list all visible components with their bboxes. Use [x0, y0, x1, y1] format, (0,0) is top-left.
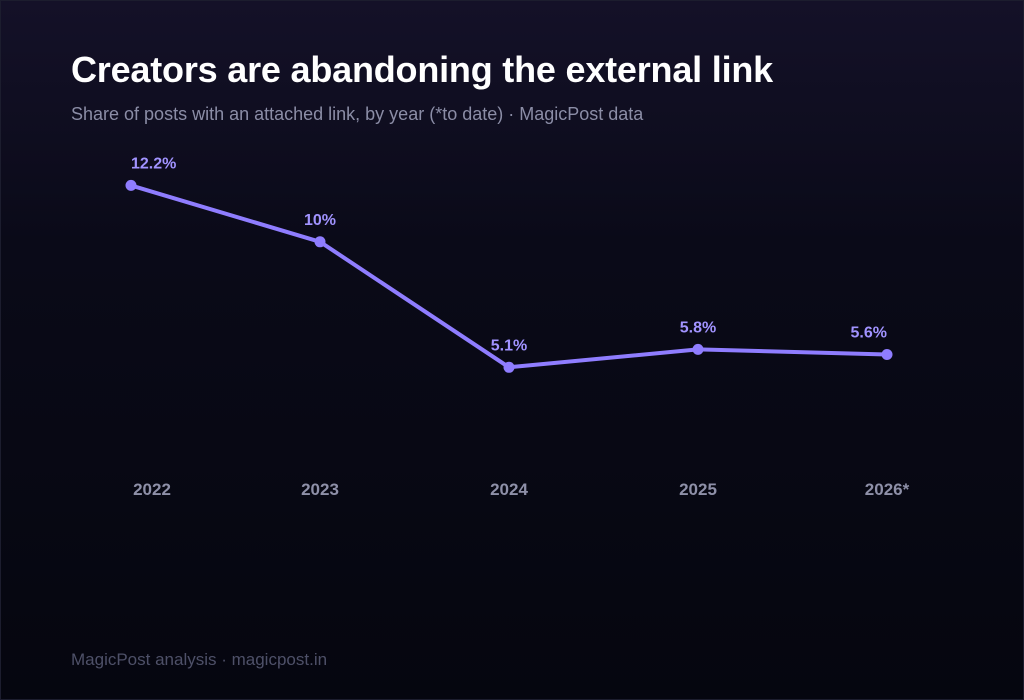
data-point: [503, 361, 515, 373]
data-point: [125, 179, 137, 191]
data-point: [692, 343, 704, 355]
x-tick-label: 2025: [679, 480, 717, 499]
data-label: 5.6%: [851, 325, 887, 342]
x-tick-label: 2023: [301, 480, 339, 499]
data-label: 5.1%: [491, 337, 527, 354]
source-credit: MagicPost analysis · magicpost.in: [71, 650, 328, 669]
chart-subtitle: Share of posts with an attached link, by…: [71, 104, 644, 124]
data-point: [881, 349, 893, 360]
data-label: 12.2%: [131, 155, 176, 172]
data-label: 5.8%: [680, 319, 716, 336]
x-tick-label: 2022: [133, 480, 171, 499]
data-point: [314, 236, 326, 248]
chart-title: Creators are abandoning the external lin…: [71, 49, 773, 90]
data-label: 10%: [304, 212, 336, 229]
x-tick-label: 2024: [490, 480, 528, 499]
x-tick-label: 2026*: [865, 480, 910, 499]
